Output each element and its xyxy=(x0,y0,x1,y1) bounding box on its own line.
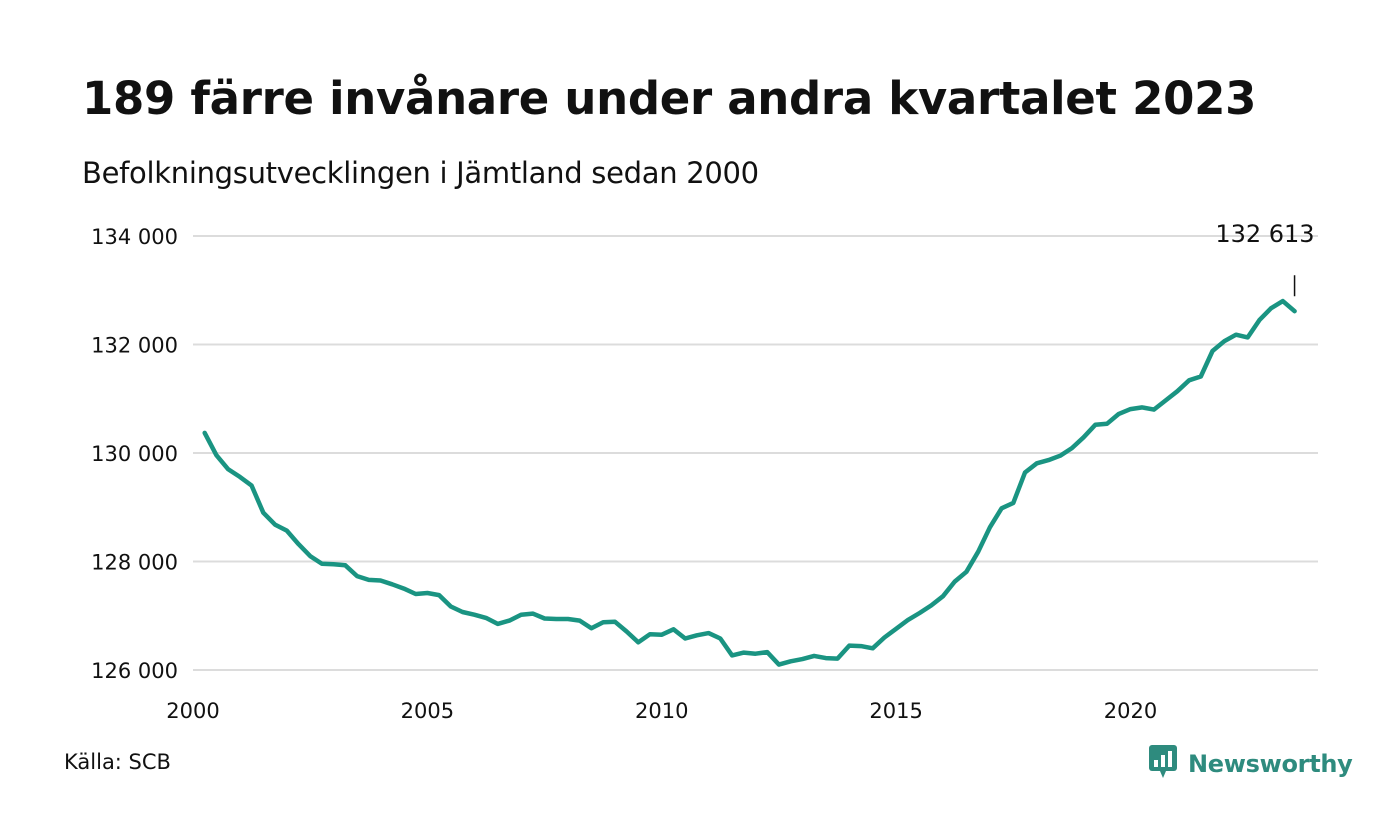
y-tick-label: 132 000 xyxy=(91,334,178,358)
series-line xyxy=(202,298,1297,667)
y-tick-label: 126 000 xyxy=(91,659,178,683)
brand-name: Newsworthy xyxy=(1188,750,1353,778)
brand-logo: Newsworthy xyxy=(1148,744,1353,784)
x-tick-label: 2000 xyxy=(166,699,219,723)
x-tick-label: 2015 xyxy=(869,699,922,723)
source-note: Källa: SCB xyxy=(64,750,171,774)
x-tick-label: 2005 xyxy=(401,699,454,723)
y-tick-label: 130 000 xyxy=(91,442,178,466)
y-tick-label: 128 000 xyxy=(91,551,178,575)
bar-chart-speech-bubble-icon xyxy=(1148,744,1178,784)
chart-title: 189 färre invånare under andra kvartalet… xyxy=(82,72,1257,125)
chart-subtitle: Befolkningsutvecklingen i Jämtland sedan… xyxy=(82,156,759,190)
x-tick-label: 2010 xyxy=(635,699,688,723)
y-tick-label: 134 000 xyxy=(91,225,178,249)
x-tick-label: 2020 xyxy=(1104,699,1157,723)
annotation-label: 132 613 xyxy=(1215,220,1314,248)
